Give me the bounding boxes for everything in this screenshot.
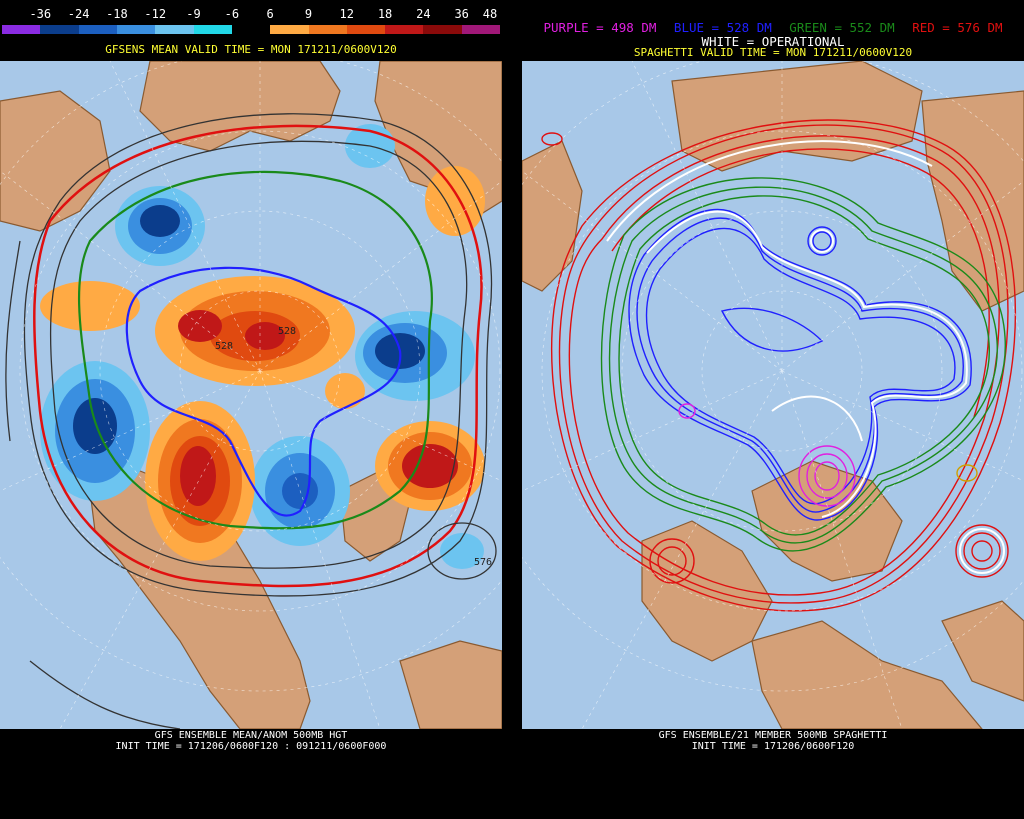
scale-swatch bbox=[40, 25, 79, 34]
scale-label: 6 bbox=[266, 7, 274, 21]
scale-label: -36 bbox=[29, 7, 52, 21]
anomaly-color-scale bbox=[2, 25, 501, 34]
lat-lon-grid bbox=[0, 61, 502, 729]
scale-swatch bbox=[116, 25, 156, 34]
scale-swatch bbox=[461, 25, 501, 34]
contour-closed-low bbox=[427, 522, 497, 580]
scale-label: -18 bbox=[106, 7, 128, 21]
scale-label: 12 bbox=[339, 7, 354, 21]
scale-swatch bbox=[308, 25, 347, 34]
scale-label: 18 bbox=[377, 7, 393, 21]
scale-label: 9 bbox=[304, 7, 313, 21]
ensemble-mean-map: 528 528 576 bbox=[0, 61, 502, 729]
contour-528-blue bbox=[125, 266, 402, 517]
legend-blue: BLUE = 528 DM bbox=[673, 20, 772, 35]
spaghetti-valid-time-header: SPAGHETTI VALID TIME = MON 171211/0600V1… bbox=[633, 46, 913, 59]
scale-swatch bbox=[231, 25, 271, 34]
legend-red: RED = 576 DM bbox=[912, 20, 1003, 35]
legend-green: GREEN = 552 DM bbox=[789, 20, 895, 35]
scale-label: 48 bbox=[482, 7, 498, 21]
scale-swatch bbox=[78, 25, 117, 34]
scale-label: 36 bbox=[454, 7, 469, 21]
scale-swatch bbox=[155, 25, 194, 34]
spaghetti-contours-green bbox=[600, 177, 1006, 552]
scale-swatch bbox=[193, 25, 232, 34]
scale-swatch bbox=[270, 25, 309, 34]
spaghetti-contours-blue bbox=[628, 208, 972, 521]
anomaly-scale-labels: -36 -24 -18 -12 -9 -6 6 9 12 18 24 36 48 bbox=[0, 7, 502, 21]
height-contours bbox=[5, 113, 493, 729]
panel-divider bbox=[502, 0, 522, 819]
spaghetti-contours-red bbox=[541, 119, 1017, 612]
scale-swatch bbox=[385, 25, 424, 34]
contour-label: 528 bbox=[215, 341, 233, 352]
scale-label: -12 bbox=[144, 7, 167, 21]
ensemble-mean-panel: -36 -24 -18 -12 -9 -6 6 9 12 18 24 36 48 GFSENS MEAN… bbox=[0, 0, 502, 819]
scale-swatch bbox=[346, 25, 386, 34]
spaghetti-footer-title: GFS ENSEMBLE/21 MEMBER 500MB SPAGHETTI bbox=[658, 730, 888, 741]
mean-valid-time-header: GFSENS MEAN VALID TIME = MON 171211/0600… bbox=[105, 43, 397, 56]
legend-purple: PURPLE = 498 DM bbox=[543, 20, 657, 35]
contour-yellow-small bbox=[956, 464, 978, 482]
spaghetti-footer-init-time: INIT TIME = 171206/0600F120 bbox=[691, 741, 855, 752]
scale-swatch bbox=[423, 25, 462, 34]
scale-label: -6 bbox=[224, 7, 240, 21]
contour-576-red bbox=[33, 124, 483, 588]
scale-label: -9 bbox=[186, 7, 201, 21]
contour-552-green bbox=[77, 170, 433, 530]
spaghetti-contours-white-operational bbox=[606, 140, 1005, 574]
scale-label: -24 bbox=[67, 7, 90, 21]
scale-swatch bbox=[2, 25, 41, 34]
mean-footer-title: GFS ENSEMBLE MEAN/ANOM 500MB HGT bbox=[154, 730, 348, 741]
scale-label: 24 bbox=[416, 7, 431, 21]
spaghetti-map bbox=[522, 61, 1024, 729]
contour-label: 576 bbox=[474, 557, 492, 568]
contour-label: 528 bbox=[278, 326, 296, 337]
spaghetti-legend: PURPLE = 498 DM BLUE = 528 DM GREEN = 55… bbox=[522, 21, 1024, 35]
mean-footer-init-time: INIT TIME = 171206/0600F120 : 091211/060… bbox=[115, 741, 387, 752]
lat-lon-grid bbox=[522, 61, 1024, 729]
spaghetti-panel: PURPLE = 498 DM BLUE = 528 DM GREEN = 55… bbox=[522, 0, 1024, 819]
legend-white-operational: WHITE = OPERATIONAL bbox=[701, 34, 845, 49]
